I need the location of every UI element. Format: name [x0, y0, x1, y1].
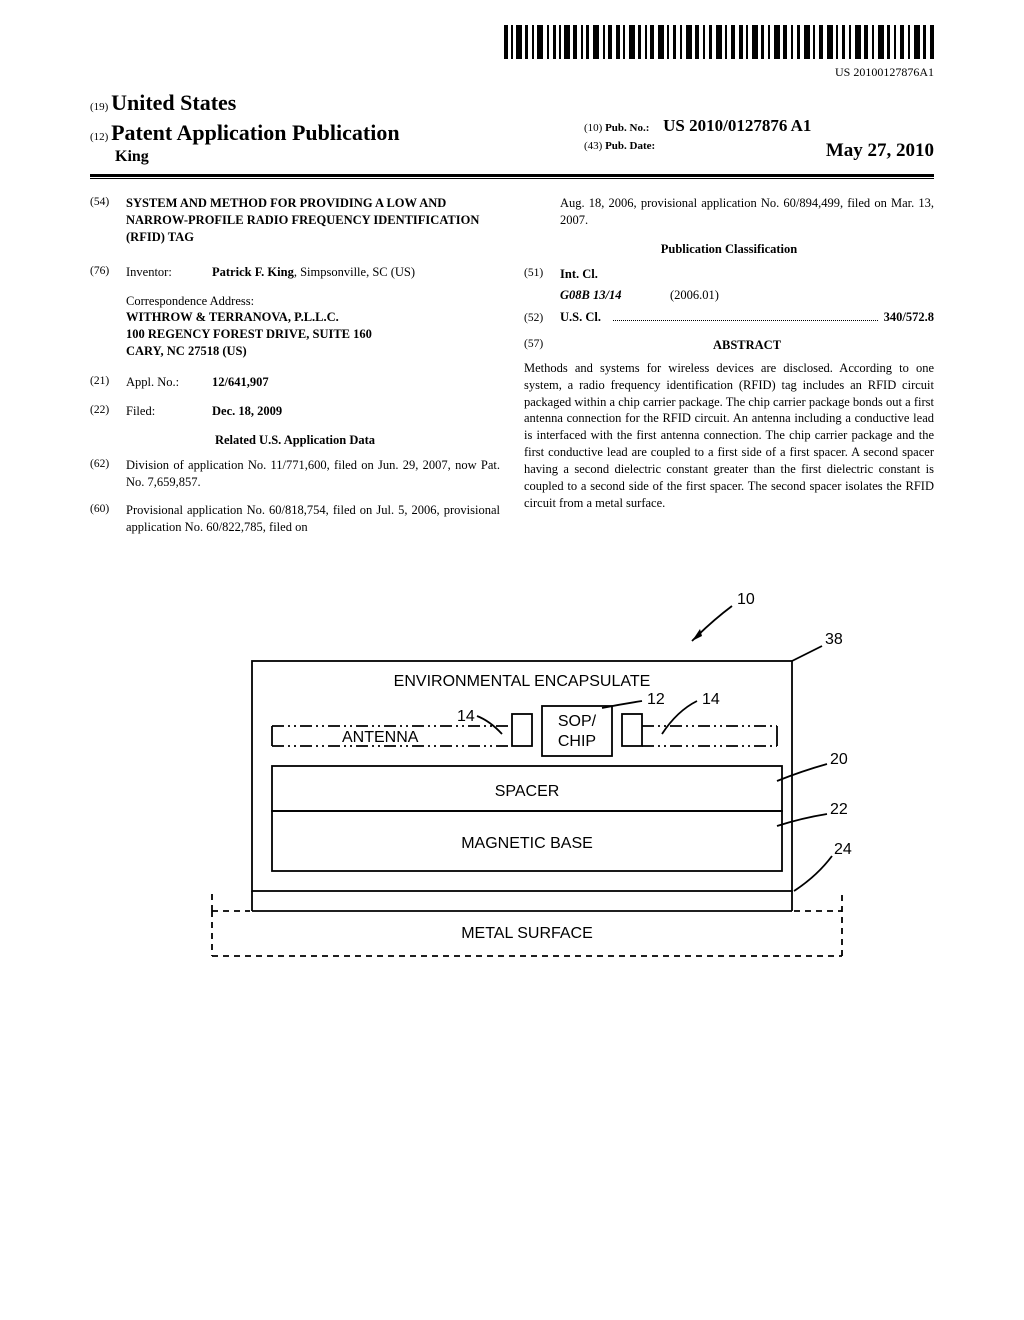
dotted-leader	[613, 320, 878, 321]
ref-38: 38	[825, 631, 843, 648]
label-environmental-encapsulate: ENVIRONMENTAL ENCAPSULATE	[394, 673, 651, 690]
left-column: (54) SYSTEM AND METHOD FOR PROVIDING A L…	[90, 195, 500, 536]
code-62: (62)	[90, 457, 126, 491]
author-name: King	[115, 148, 574, 166]
classification-heading: Publication Classification	[524, 241, 934, 258]
uscl-value: 340/572.8	[884, 309, 934, 326]
header-right: (10) Pub. No.: US 2010/0127876 A1 (43) P…	[574, 116, 934, 166]
continuation-text: Aug. 18, 2006, provisional application N…	[560, 195, 934, 229]
patent-header: (19) United States (12) Patent Applicati…	[90, 90, 934, 166]
ref-20: 20	[830, 751, 848, 768]
code-60: (60)	[90, 502, 126, 536]
inventor-label: Inventor:	[126, 264, 212, 281]
code-10: (10)	[584, 122, 602, 134]
body-columns: (54) SYSTEM AND METHOD FOR PROVIDING A L…	[90, 195, 934, 536]
rule-thin	[90, 178, 934, 179]
figure-container: 10 ENVIRONMENTAL ENCAPSULATE 38 ANTENNA …	[90, 586, 934, 1016]
pubdate-label: Pub. Date:	[605, 140, 655, 152]
addr-line1: WITHROW & TERRANOVA, P.L.L.C.	[126, 309, 500, 326]
addr-line3: CARY, NC 27518 (US)	[126, 343, 500, 360]
ref-14-right: 14	[702, 691, 720, 708]
code-51: (51)	[524, 266, 560, 283]
barcode-text: US 20100127876A1	[90, 65, 934, 80]
code-43: (43)	[584, 140, 602, 152]
ref-22: 22	[830, 801, 848, 818]
code-21: (21)	[90, 374, 126, 391]
correspondence-address: Correspondence Address: WITHROW & TERRAN…	[126, 293, 500, 361]
pubno-label: Pub. No.:	[605, 122, 649, 134]
applno-value: 12/641,907	[212, 374, 500, 391]
inventor-name: Patrick F. King	[212, 265, 294, 279]
applno-label: Appl. No.:	[126, 374, 212, 391]
ref-14-left: 14	[457, 708, 475, 725]
code-22: (22)	[90, 403, 126, 420]
division-text: Division of application No. 11/771,600, …	[126, 457, 500, 491]
addr-label: Correspondence Address:	[126, 293, 500, 310]
code-57: (57)	[524, 337, 560, 354]
intcl-year: (2006.01)	[670, 287, 719, 304]
filed-value: Dec. 18, 2009	[212, 403, 500, 420]
provisional-text: Provisional application No. 60/818,754, …	[126, 502, 500, 536]
country-name: United States	[111, 90, 236, 115]
pubdate-value: May 27, 2010	[826, 140, 934, 162]
ref-24: 24	[834, 841, 852, 858]
label-spacer: SPACER	[495, 783, 560, 800]
abstract-text: Methods and systems for wireless devices…	[524, 360, 934, 512]
barcode-container	[90, 25, 934, 63]
intcl-label: Int. Cl.	[560, 266, 598, 283]
barcode-graphic	[504, 25, 934, 63]
abstract-heading: ABSTRACT	[560, 337, 934, 354]
header-left: (19) United States (12) Patent Applicati…	[90, 90, 574, 166]
filed-label: Filed:	[126, 403, 212, 420]
pubno-value: US 2010/0127876 A1	[663, 116, 811, 135]
label-antenna: ANTENNA	[342, 729, 419, 746]
label-magnetic-base: MAGNETIC BASE	[461, 835, 593, 852]
rule-thick	[90, 174, 934, 177]
code-54: (54)	[90, 195, 126, 246]
related-data-heading: Related U.S. Application Data	[90, 432, 500, 449]
code-76: (76)	[90, 264, 126, 281]
code-52: (52)	[524, 311, 560, 327]
code-19: (19)	[90, 101, 108, 113]
invention-title: SYSTEM AND METHOD FOR PROVIDING A LOW AN…	[126, 195, 500, 246]
patent-figure: 10 ENVIRONMENTAL ENCAPSULATE 38 ANTENNA …	[172, 586, 852, 1016]
ref-12: 12	[647, 691, 665, 708]
code-12: (12)	[90, 131, 108, 143]
doc-type: Patent Application Publication	[111, 120, 399, 145]
uscl-label: U.S. Cl.	[560, 309, 601, 326]
addr-line2: 100 REGENCY FOREST DRIVE, SUITE 160	[126, 326, 500, 343]
inventor-location: , Simpsonville, SC (US)	[294, 265, 415, 279]
ref-10: 10	[737, 591, 755, 608]
label-sop: SOP/	[558, 713, 597, 730]
intcl-code: G08B 13/14	[560, 287, 670, 304]
label-metal-surface: METAL SURFACE	[461, 925, 593, 942]
right-column: Aug. 18, 2006, provisional application N…	[524, 195, 934, 536]
label-chip: CHIP	[558, 733, 596, 750]
